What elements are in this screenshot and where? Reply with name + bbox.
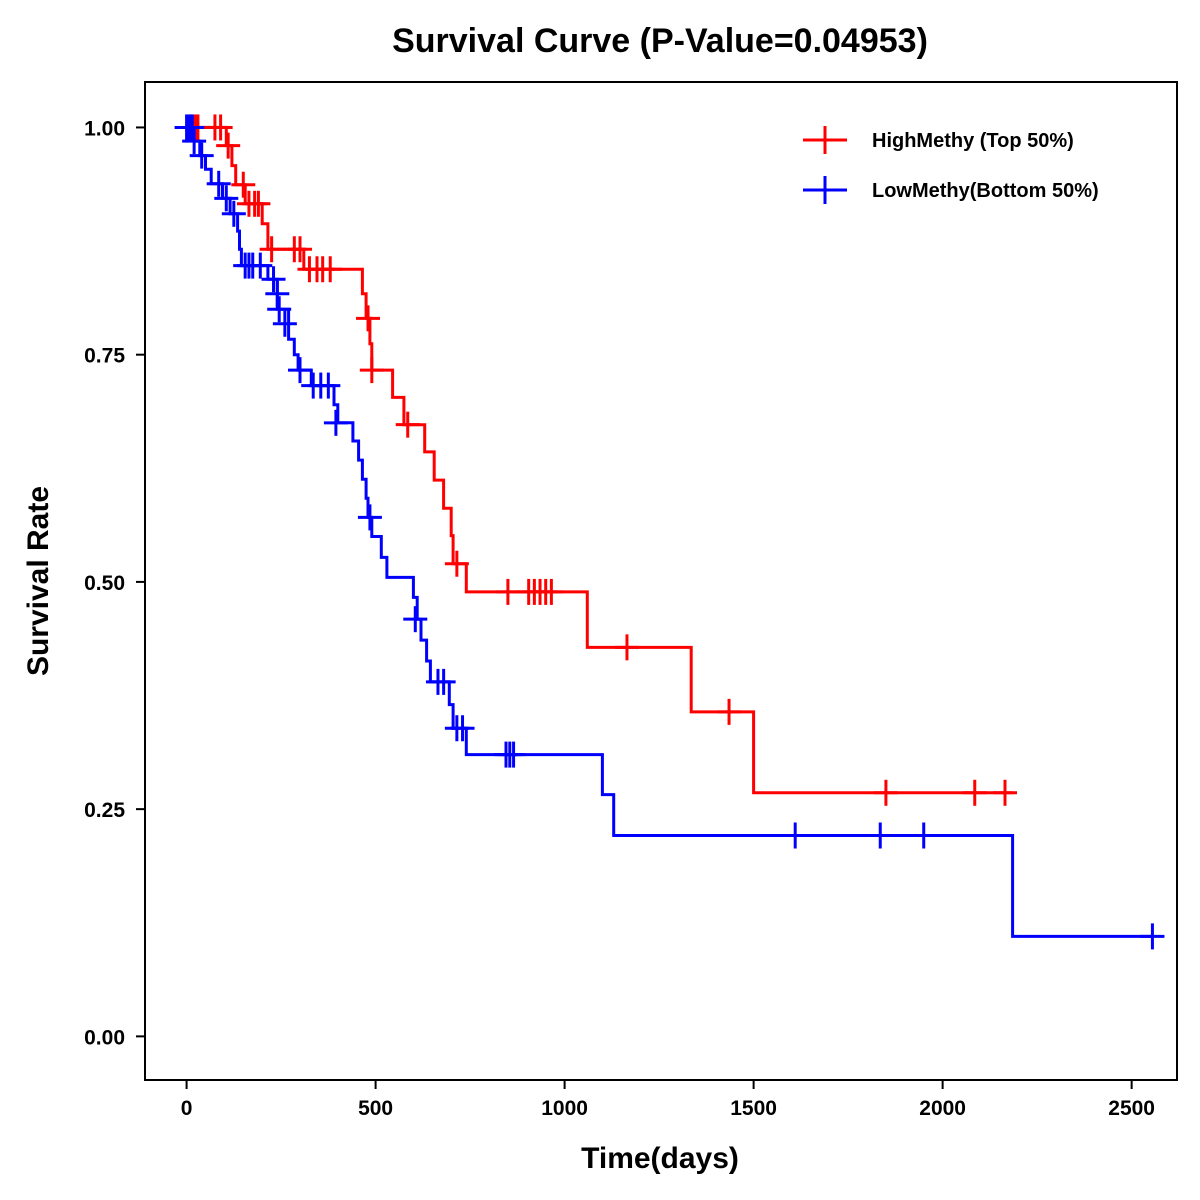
censor-mark-highmethy <box>395 411 420 438</box>
censor-mark-lowmethy <box>287 357 312 384</box>
censor-mark-highmethy <box>318 256 343 283</box>
censor-mark-highmethy <box>208 114 233 141</box>
censor-mark-lowmethy <box>206 170 231 197</box>
censor-mark-highmethy <box>287 236 312 263</box>
censor-mark-lowmethy <box>265 280 290 307</box>
y-tick-label: 0.50 <box>84 572 125 595</box>
x-tick-label: 0 <box>181 1097 193 1120</box>
censor-mark-lowmethy <box>248 252 273 279</box>
censor-mark-lowmethy <box>450 715 475 742</box>
y-tick-label: 0.00 <box>84 1026 125 1049</box>
censor-mark-lowmethy <box>272 310 297 337</box>
x-axis-title: Time(days) <box>581 1142 739 1175</box>
censor-mark-lowmethy <box>182 128 207 155</box>
censor-mark-highmethy <box>216 132 241 159</box>
censor-mark-lowmethy <box>868 822 893 849</box>
censor-mark-highmethy <box>962 779 987 806</box>
y-tick-label: 0.75 <box>84 345 125 368</box>
legend: HighMethy (Top 50%) LowMethy(Bottom 50%) <box>803 126 1099 204</box>
x-tick-label: 1500 <box>730 1097 777 1120</box>
x-axis: 0 500 1000 1500 2000 2500 <box>181 1080 1155 1120</box>
censor-mark-lowmethy <box>214 185 239 212</box>
censor-mark-lowmethy <box>783 822 808 849</box>
censor-mark-lowmethy <box>267 296 292 323</box>
legend-label-high: HighMethy (Top 50%) <box>872 130 1074 152</box>
censor-mark-lowmethy <box>261 266 286 293</box>
censor-mark-layer <box>174 114 1165 950</box>
x-tick-label: 500 <box>358 1097 393 1120</box>
censor-mark-lowmethy <box>323 409 348 436</box>
legend-label-low: LowMethy(Bottom 50%) <box>872 180 1099 202</box>
x-tick-label: 2000 <box>919 1097 966 1120</box>
y-axis-title: Survival Rate <box>22 486 55 676</box>
censor-mark-highmethy <box>246 190 271 217</box>
censor-mark-lowmethy <box>431 668 456 695</box>
censor-mark-lowmethy <box>403 606 428 633</box>
censor-mark-lowmethy <box>180 114 205 141</box>
censor-mark-highmethy <box>873 779 898 806</box>
censor-mark-highmethy <box>259 236 284 263</box>
censor-mark-highmethy <box>717 698 742 725</box>
chart-title: Survival Curve (P-Value=0.04953) <box>392 22 928 60</box>
censor-mark-highmethy <box>993 779 1017 806</box>
x-tick-label: 1000 <box>541 1097 588 1120</box>
censor-mark-highmethy <box>444 550 469 577</box>
censor-mark-lowmethy <box>189 142 214 169</box>
censor-mark-highmethy <box>359 357 384 384</box>
y-tick-label: 0.25 <box>84 799 125 822</box>
y-tick-label: 1.00 <box>84 117 125 140</box>
x-tick-label: 2500 <box>1108 1097 1155 1120</box>
censor-mark-highmethy <box>495 578 520 605</box>
censor-mark-lowmethy <box>501 741 526 768</box>
y-axis: 0.00 0.25 0.50 0.75 1.00 <box>84 117 145 1049</box>
censor-mark-highmethy <box>231 171 256 198</box>
censor-mark-lowmethy <box>221 200 246 227</box>
censor-mark-lowmethy <box>911 822 936 849</box>
censor-mark-lowmethy <box>1140 923 1165 950</box>
censor-mark-highmethy <box>614 634 639 661</box>
censor-mark-highmethy <box>356 305 381 332</box>
censor-mark-highmethy <box>539 578 564 605</box>
censor-mark-lowmethy <box>316 372 341 399</box>
censor-mark-lowmethy <box>357 504 382 531</box>
